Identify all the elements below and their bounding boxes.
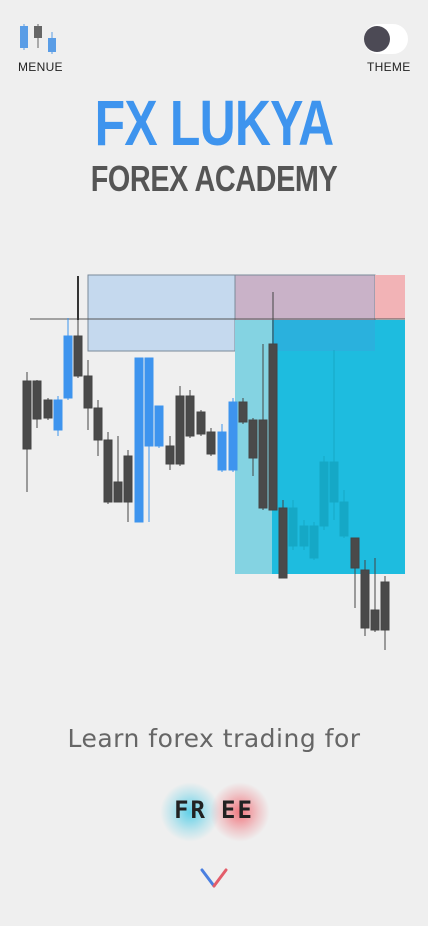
zone-pink (375, 275, 405, 319)
candles-cyan (288, 350, 349, 560)
theme-label: THEME (367, 60, 411, 74)
glow-red (210, 782, 270, 842)
zone-light-blue (87, 274, 236, 352)
free-part-1: FR (174, 796, 207, 824)
candlestick-menu-icon (20, 24, 56, 54)
menu-button[interactable] (14, 22, 62, 74)
tagline: Learn forex trading for (67, 724, 361, 753)
zone-cyan-overlap (272, 320, 375, 351)
scroll-down-button[interactable] (198, 864, 230, 892)
candles-dark (22, 292, 390, 650)
free-part-2: EE (221, 796, 254, 824)
chevron-down-icon (200, 868, 228, 888)
brand-subtitle: FOREX ACADEMY (90, 158, 338, 199)
trade-zones (30, 274, 405, 574)
candlestick-chart-illustration (22, 274, 405, 650)
free-label: FR EE (0, 796, 428, 824)
brand-title: FX LUKYA (94, 87, 335, 159)
menu-label: MENUE (18, 60, 63, 74)
theme-toggle-icon[interactable] (364, 26, 390, 52)
candles-blue (53, 318, 238, 523)
